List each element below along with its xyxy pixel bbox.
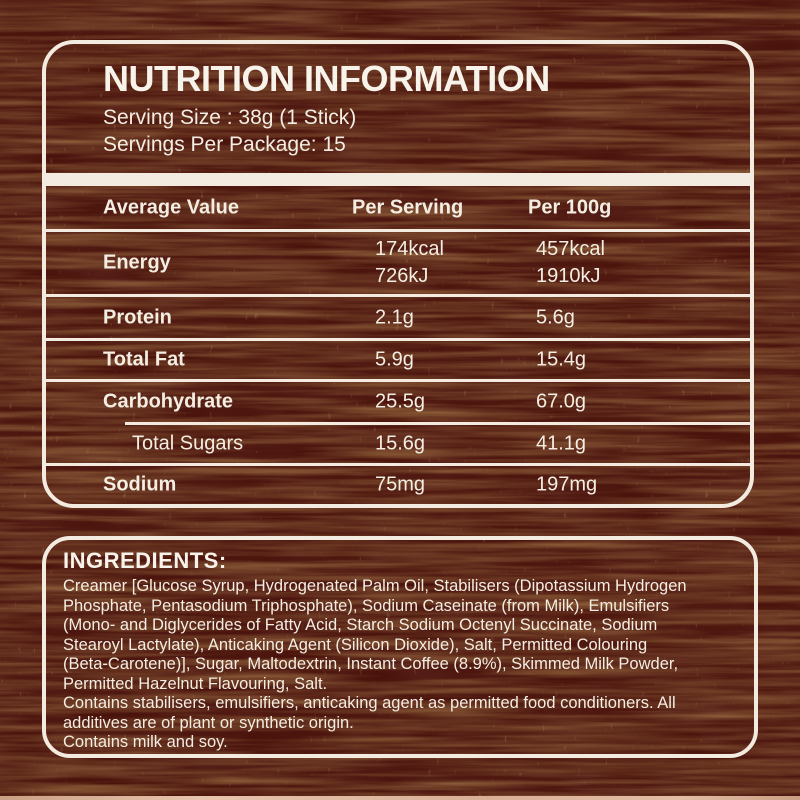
value-per-100g: 67.0g: [536, 390, 587, 413]
table-row-carbohydrate: Carbohydrate 25.5g 67.0g: [42, 382, 754, 422]
value-per-serving: 75mg: [375, 473, 426, 496]
row-label: Energy: [103, 251, 171, 274]
table-row-energy: Energy 174kcal 726kJ 457kcal 1910kJ: [42, 232, 754, 294]
page-title: NUTRITION INFORMATION: [103, 58, 550, 99]
value-kcal: 457kcal: [536, 238, 605, 260]
value-kj: 1910kJ: [536, 265, 601, 287]
value-per-100g: 5.6g: [536, 306, 575, 328]
column-header-per-100g: Per 100g: [528, 196, 612, 218]
row-label: Total Fat: [103, 348, 185, 371]
ingredients-panel: INGREDIENTS: Creamer [Glucose Syrup, Hyd…: [42, 536, 758, 758]
column-header-per-serving: Per Serving: [352, 196, 464, 218]
table-row-sodium: Sodium 75mg 197mg: [42, 466, 754, 504]
ingredients-line: (Mono- and Diglycerides of Fatty Acid, S…: [63, 616, 658, 634]
ingredients-line: Permitted Hazelnut Flavouring, Salt.: [63, 674, 328, 693]
ingredients-line: Stearoyl Lactylate), Anticaking Agent (S…: [63, 635, 648, 654]
column-header-average-value: Average Value: [103, 196, 240, 218]
servings-per-package-text: Servings Per Package: 15: [103, 133, 346, 156]
nutrition-panel: NUTRITION INFORMATION Serving Size : 38g…: [42, 40, 754, 508]
value-per-100g: 41.1g: [536, 432, 587, 455]
value-per-serving: 15.6g: [375, 432, 426, 455]
ingredients-line: Creamer [Glucose Syrup, Hydrogenated Pal…: [63, 577, 687, 595]
table-row-total-fat: Total Fat 5.9g 15.4g: [42, 341, 754, 379]
serving-size-text: Serving Size : 38g (1 Stick): [103, 106, 357, 129]
value-per-100g: 457kcal 1910kJ: [536, 236, 605, 290]
table-row-protein: Protein 2.1g 5.6g: [42, 297, 754, 338]
ingredients-line: Contains milk and soy.: [63, 733, 228, 751]
value-per-serving: 174kcal 726kJ: [375, 236, 444, 290]
ingredients-line: (Beta-Carotene)], Sugar, Maltodextrin, I…: [63, 655, 679, 673]
value-per-100g: 15.4g: [536, 348, 587, 371]
row-label: Sodium: [103, 473, 177, 496]
row-label: Total Sugars: [132, 432, 244, 455]
value-kj: 726kJ: [375, 265, 429, 287]
value-per-serving: 5.9g: [375, 348, 414, 371]
nutrition-table: Average Value Per Serving Per 100g Energ…: [42, 186, 754, 504]
value-kcal: 174kcal: [375, 238, 444, 260]
table-header-row: Average Value Per Serving Per 100g: [42, 186, 754, 229]
table-row-total-sugars: Total Sugars 15.6g 41.1g: [42, 425, 754, 463]
header-divider-band: [42, 173, 754, 186]
ingredients-text: Creamer [Glucose Syrup, Hydrogenated Pal…: [63, 577, 687, 753]
ingredients-line: Phosphate, Pentasodium Triphosphate), So…: [63, 596, 670, 615]
row-label: Carbohydrate: [103, 390, 234, 413]
ingredients-heading: INGREDIENTS:: [63, 548, 227, 573]
value-per-100g: 197mg: [536, 473, 598, 496]
ingredients-line: Contains stabilisers, emulsifiers, antic…: [63, 694, 676, 712]
value-per-serving: 2.1g: [375, 306, 414, 328]
row-label: Protein: [103, 306, 172, 328]
bottom-edge-strip: [0, 796, 800, 800]
value-per-serving: 25.5g: [375, 390, 426, 413]
ingredients-line: additives are of plant or synthetic orig…: [63, 713, 354, 732]
